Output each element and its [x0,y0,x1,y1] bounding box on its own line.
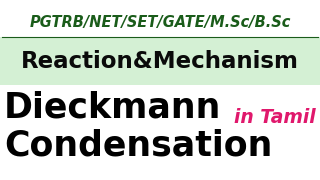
Bar [0,37,320,85]
Text: Condensation: Condensation [4,128,272,162]
Text: in Tamil: in Tamil [234,108,316,127]
Text: PGTRB/NET/SET/GATE/M.Sc/B.Sc: PGTRB/NET/SET/GATE/M.Sc/B.Sc [29,15,291,30]
Text: Dieckmann: Dieckmann [4,90,221,124]
Text: Reaction&Mechanism: Reaction&Mechanism [21,50,299,73]
